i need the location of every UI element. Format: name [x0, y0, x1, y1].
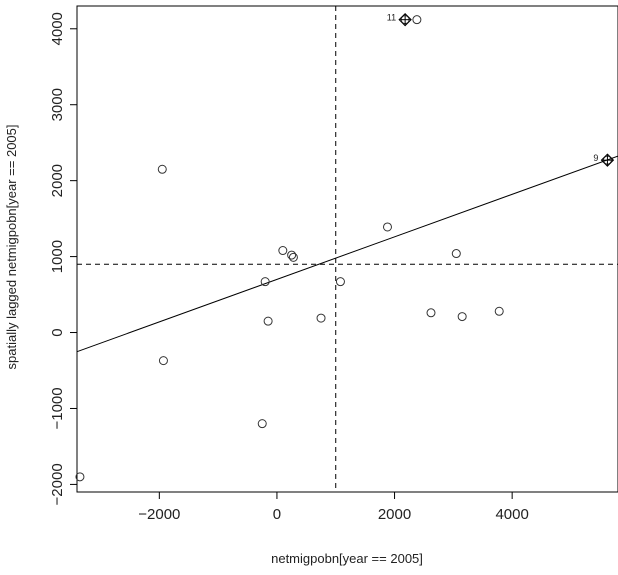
data-point [278, 246, 288, 256]
y-tick-label: 3000 [49, 88, 66, 121]
data-point [257, 419, 267, 429]
influential-point: 11 [387, 13, 412, 27]
data-points [75, 15, 504, 482]
plot-frame [76, 5, 618, 493]
y-axis-title: spatially lagged netmigpobn[year == 2005… [4, 124, 19, 369]
data-point [287, 250, 297, 260]
influential-point: 9 [593, 153, 615, 167]
regression-line [76, 155, 618, 353]
data-point [263, 316, 273, 326]
x-axis-title: netmigpobn[year == 2005] [271, 551, 423, 566]
data-point [382, 222, 392, 232]
influential-point-label: 9 [593, 153, 598, 163]
x-tick-label: −2000 [138, 506, 180, 523]
data-point [157, 164, 167, 174]
x-tick-label: 0 [273, 506, 281, 523]
data-point [412, 15, 422, 25]
y-tick-label: 2000 [49, 164, 66, 197]
data-point [288, 252, 298, 262]
x-tick-label: 2000 [378, 506, 411, 523]
data-point [457, 312, 467, 322]
y-tick-label: 4000 [49, 12, 66, 45]
data-point [451, 249, 461, 259]
y-tick-label: 1000 [49, 240, 66, 273]
data-point [494, 306, 504, 316]
regression-line-group [76, 155, 618, 353]
y-axis: −2000 −1000 0 1000 2000 3000 4000 [49, 12, 77, 505]
data-point [426, 308, 436, 318]
data-point [75, 472, 85, 482]
mean-reference-lines [77, 6, 618, 492]
x-axis: −2000 0 2000 4000 [138, 492, 529, 523]
y-tick-label: −1000 [49, 387, 66, 429]
data-point [158, 356, 168, 366]
data-point [335, 277, 345, 287]
y-tick-label: −2000 [49, 463, 66, 505]
y-tick-label: 0 [49, 328, 66, 336]
data-point [260, 277, 270, 287]
influential-point-label: 11 [387, 13, 396, 23]
influential-points: 11 9 [387, 13, 615, 167]
data-point [316, 313, 326, 323]
x-tick-label: 4000 [495, 506, 528, 523]
